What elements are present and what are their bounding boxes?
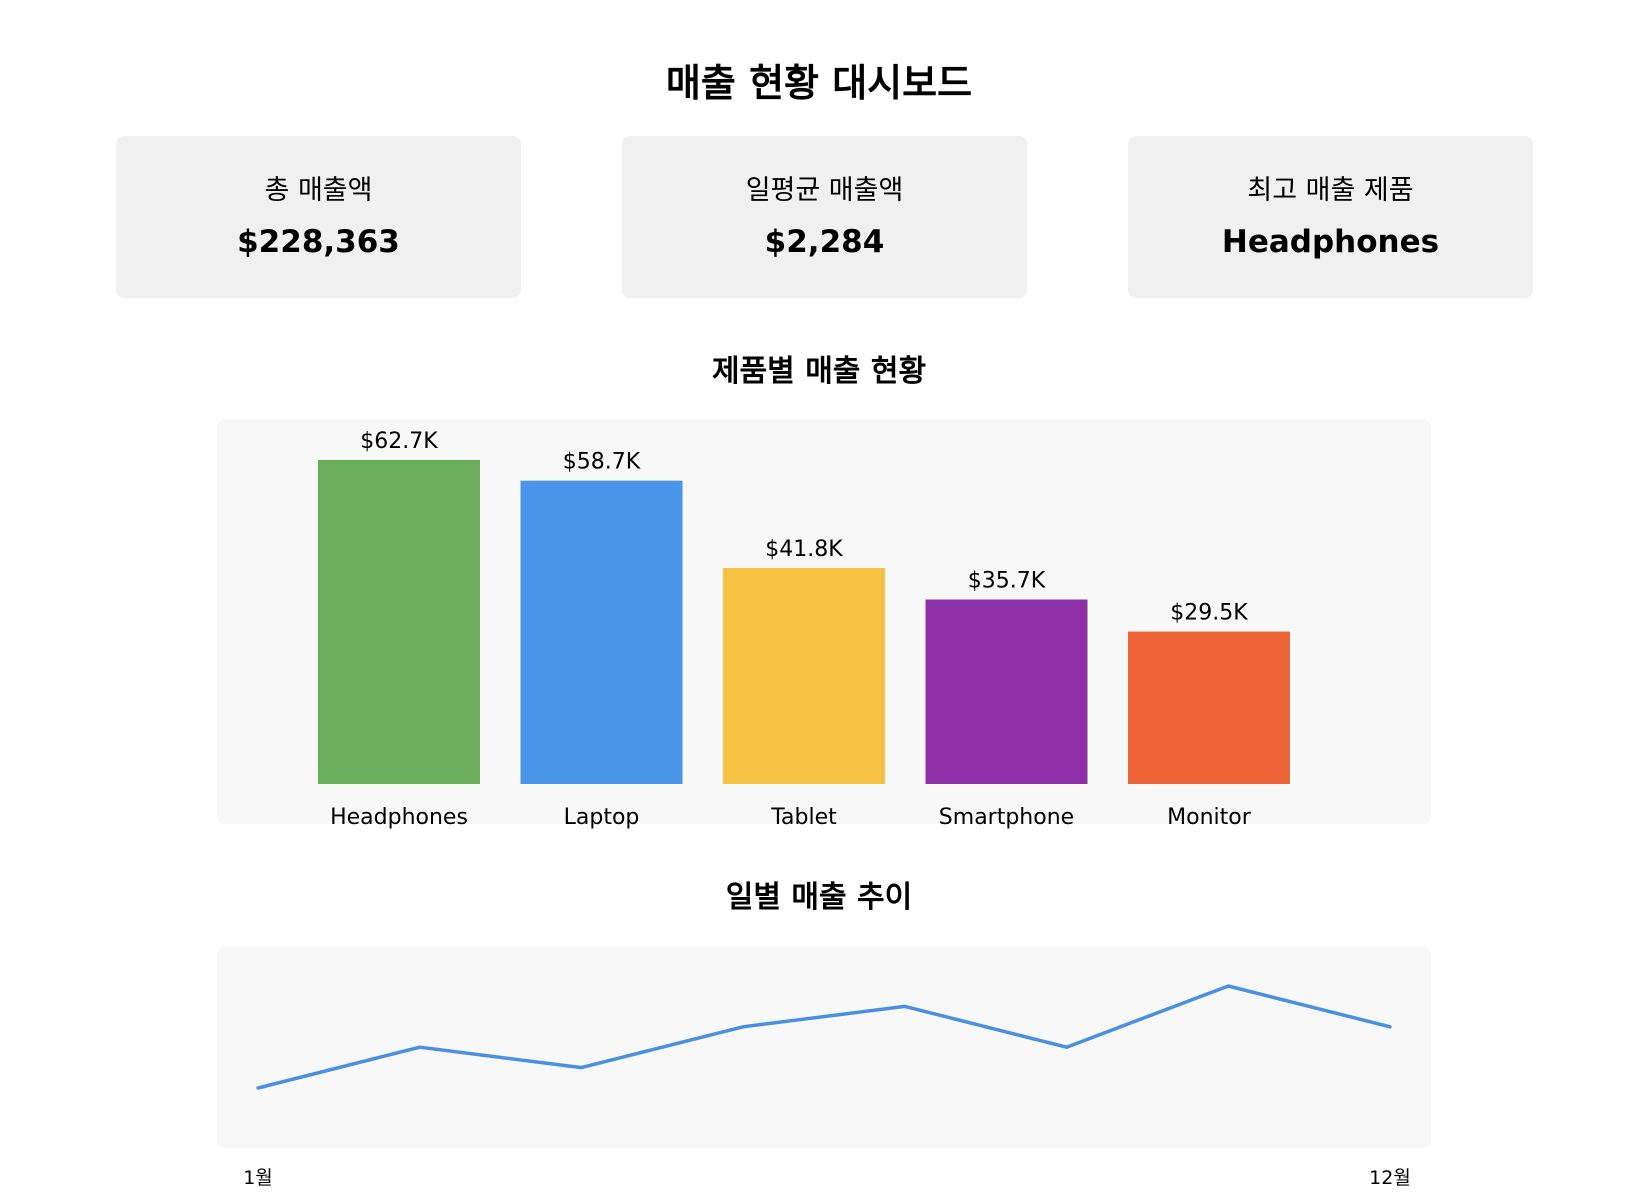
total-sales-label: 총 매출액 (264, 175, 373, 206)
bar-category-label: Headphones (330, 805, 468, 830)
top-product-label: 최고 매출 제품 (1247, 175, 1414, 206)
bar-value-label: $29.5K (1170, 601, 1248, 626)
total-sales-card: 총 매출액 $228,363 (116, 136, 521, 298)
summary-cards: 총 매출액 $228,363 일평균 매출액 $2,284 최고 매출 제품 H… (116, 136, 1533, 298)
bar-headphones (318, 460, 480, 784)
daily-sales-line (256, 984, 1392, 1090)
bar-category-label: Smartphone (939, 805, 1074, 830)
bar-tablet (723, 568, 885, 784)
bar-value-label: $41.8K (765, 537, 843, 562)
bar-laptop (520, 480, 683, 784)
x-tick-label-end: 12월 (1369, 1167, 1411, 1189)
bar-category-label: Monitor (1167, 805, 1252, 830)
top-product-value: Headphones (1221, 224, 1440, 260)
bar-value-label: $62.7K (360, 429, 438, 454)
product-sales-title: 제품별 매출 현황 (711, 354, 927, 389)
bar-value-label: $58.7K (563, 450, 641, 475)
page-title: 매출 현황 대시보드 (665, 61, 973, 105)
x-tick-label-start: 1월 (243, 1167, 273, 1189)
bar-monitor (1128, 631, 1290, 784)
daily-average-value: $2,284 (764, 224, 885, 260)
daily-trend-title: 일별 매출 추이 (725, 880, 913, 915)
daily-average-card: 일평균 매출액 $2,284 (622, 136, 1027, 298)
total-sales-value: $228,363 (237, 224, 400, 260)
bar-value-label: $35.7K (968, 569, 1046, 594)
daily-line-chart: 1월 12월 (243, 984, 1411, 1189)
bar-category-label: Laptop (564, 805, 640, 830)
product-bar-chart: $62.7K Headphones $58.7K Laptop $41.8K Tablet… (318, 429, 1290, 830)
bar-category-label: Tablet (770, 805, 837, 830)
bar-smartphone (925, 599, 1088, 784)
top-product-card: 최고 매출 제품 Headphones (1128, 136, 1533, 298)
daily-average-label: 일평균 매출액 (745, 175, 904, 206)
